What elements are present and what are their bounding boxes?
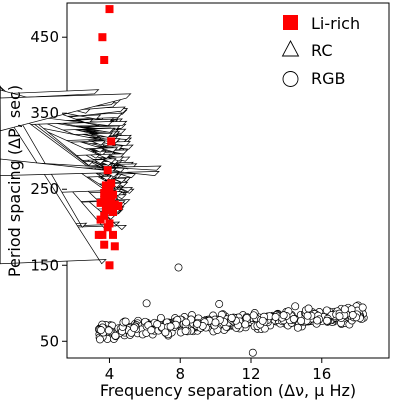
- rgb-point: [97, 326, 105, 335]
- li-rich-point: [114, 202, 123, 210]
- rgb-point: [289, 315, 298, 323]
- li-rich-series: [94, 5, 123, 270]
- axes: 4 8 12 16 50 150 250 350 450: [30, 28, 331, 383]
- rgb-point: [248, 348, 257, 357]
- li-rich-point: [109, 208, 117, 216]
- li-rich-point: [96, 215, 105, 224]
- x-tick-label: 16: [312, 365, 331, 383]
- rc-point: [0, 93, 132, 132]
- rgb-point: [303, 311, 312, 320]
- y-tick-label: 150: [30, 256, 59, 274]
- y-tick-label: 50: [40, 332, 59, 350]
- legend-label-rc: RC: [311, 41, 333, 60]
- rgb-point: [182, 318, 191, 327]
- x-tick-label: 4: [105, 365, 115, 383]
- rgb-point: [322, 306, 331, 315]
- li-rich-point: [96, 198, 105, 207]
- rgb-series: [94, 263, 368, 357]
- plot-area-frame: [66, 2, 390, 359]
- rgb-point: [291, 302, 300, 311]
- rgb-point: [323, 316, 331, 325]
- rgb-point: [166, 322, 175, 331]
- li-rich-point: [103, 223, 112, 232]
- legend: Li-rich RC RGB: [281, 14, 360, 88]
- rgb-point: [242, 314, 251, 322]
- rgb-point: [147, 326, 156, 335]
- rgb-point: [174, 263, 183, 272]
- rgb-point: [271, 313, 280, 321]
- rgb-point: [211, 318, 220, 327]
- li-rich-point: [109, 230, 117, 239]
- legend-marker-rgb: [282, 71, 299, 87]
- rgb-point: [293, 323, 302, 332]
- rgb-point: [313, 316, 322, 325]
- x-axis-label: Frequency separation (Δν, μ Hz): [100, 381, 356, 400]
- legend-marker-rc: [281, 40, 300, 57]
- rgb-point: [258, 316, 267, 325]
- rgb-point: [215, 300, 224, 308]
- li-rich-point: [103, 166, 112, 175]
- rc-point: [0, 158, 160, 176]
- rgb-point: [340, 305, 349, 314]
- rgb-point: [348, 311, 357, 319]
- rgb-point: [121, 317, 130, 326]
- x-tick-label: 8: [175, 365, 185, 383]
- legend-marker-li-rich: [283, 15, 298, 30]
- li-rich-point: [107, 179, 116, 188]
- legend-label-rgb: RGB: [311, 69, 346, 88]
- li-rich-point: [94, 230, 103, 239]
- x-tick-label: 12: [241, 365, 260, 383]
- li-rich-point: [105, 261, 114, 270]
- legend-label-li-rich: Li-rich: [311, 14, 360, 33]
- rgb-point: [304, 304, 313, 313]
- rgb-point: [227, 313, 236, 322]
- y-tick-label: 350: [30, 104, 59, 122]
- li-rich-point: [110, 242, 119, 251]
- li-rich-point: [100, 240, 109, 249]
- y-axis-label: Period spacing (ΔP, sec): [5, 85, 24, 277]
- y-tick-label: 250: [30, 180, 59, 198]
- rgb-point: [142, 299, 151, 308]
- li-rich-point: [98, 33, 107, 42]
- rgb-point: [249, 311, 258, 320]
- rgb-point: [241, 320, 250, 329]
- rgb-point: [96, 335, 104, 344]
- rgb-point: [335, 312, 344, 321]
- rgb-point: [181, 327, 190, 335]
- rgb-point: [153, 320, 162, 329]
- rgb-point: [279, 311, 288, 320]
- rgb-point: [193, 319, 202, 328]
- li-rich-point: [100, 56, 109, 64]
- rgb-point: [104, 326, 113, 335]
- li-rich-point: [107, 137, 116, 146]
- li-rich-point: [109, 190, 117, 199]
- rgb-point: [358, 303, 367, 312]
- rgb-point: [130, 324, 139, 333]
- li-rich-point: [105, 5, 114, 14]
- rgb-point: [161, 328, 170, 337]
- rgb-point: [111, 331, 120, 340]
- y-tick-label: 450: [30, 28, 59, 46]
- rgb-point: [297, 316, 306, 325]
- rgb-point: [156, 313, 165, 322]
